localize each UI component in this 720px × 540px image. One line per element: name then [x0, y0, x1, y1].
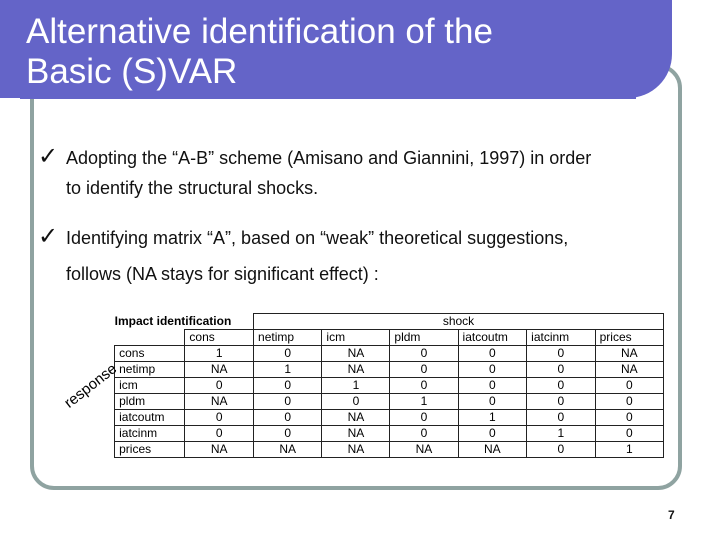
title-line-2: Basic (S)VAR — [26, 52, 238, 91]
column-header: icm — [321, 329, 391, 346]
title-underline — [20, 97, 636, 99]
table-cell: 0 — [594, 425, 665, 442]
row-label: iatcoutm — [114, 409, 186, 426]
column-header: pldm — [389, 329, 459, 346]
table-cell: 1 — [321, 377, 391, 394]
table-cell: 0 — [321, 393, 391, 410]
table-cell: 0 — [253, 425, 323, 442]
table-cell: NA — [594, 361, 665, 378]
table-cell: 0 — [184, 425, 255, 442]
table-cell: 1 — [184, 345, 255, 362]
checkmark-icon: ✓ — [38, 143, 59, 170]
table-cell: 0 — [253, 393, 323, 410]
row-label: iatcinm — [114, 425, 186, 442]
table-cell: 1 — [389, 393, 459, 410]
table-row: iatcinm 0 0 NA 0 0 1 0 — [52, 425, 665, 442]
table-cell: NA — [594, 345, 665, 362]
table-row: pldm NA 0 0 1 0 0 0 — [52, 393, 665, 410]
table-cell: 0 — [457, 345, 528, 362]
table-cell: 0 — [389, 425, 459, 442]
table-cell: 0 — [253, 345, 323, 362]
table-cell: NA — [321, 345, 391, 362]
table-cell: 0 — [457, 377, 528, 394]
title-banner — [0, 0, 672, 98]
table-cell: 0 — [526, 441, 596, 458]
table-cell: 0 — [389, 377, 459, 394]
corner-label: Impact identification — [114, 313, 232, 328]
table-cell: 1 — [457, 409, 528, 426]
table-cell: NA — [389, 441, 459, 458]
table-cell: 0 — [253, 377, 323, 394]
impact-table: Impact identification shock cons netimp … — [52, 313, 665, 458]
bullet-text-line: to identify the structural shocks. — [66, 178, 319, 198]
row-label: cons — [114, 345, 186, 362]
column-header: prices — [594, 329, 665, 346]
table-cell: 0 — [389, 345, 459, 362]
table-cell: 0 — [526, 409, 596, 426]
table-row: cons netimp icm pldm iatcoutm iatcinm pr… — [52, 329, 665, 346]
bullet-text-line: follows (NA stays for significant effect… — [66, 264, 379, 284]
table-cell: 1 — [253, 361, 323, 378]
table-cell: 0 — [457, 425, 528, 442]
table-cell: NA — [457, 441, 528, 458]
row-label: prices — [114, 441, 186, 458]
table-cell: NA — [253, 441, 323, 458]
bullet-text-line: Identifying matrix “A”, based on “weak” … — [66, 228, 569, 248]
shock-header: shock — [253, 313, 664, 330]
table-row: prices NA NA NA NA NA 0 1 — [52, 441, 665, 458]
column-header: iatcinm — [526, 329, 596, 346]
table-cell: 0 — [594, 377, 665, 394]
table-cell: 0 — [253, 409, 323, 426]
row-label: icm — [114, 377, 186, 394]
table-cell: NA — [184, 361, 255, 378]
table-cell: NA — [321, 441, 391, 458]
table-cell: 0 — [457, 361, 528, 378]
bullet-text-line: Adopting the “A-B” scheme (Amisano and G… — [66, 148, 592, 168]
table-cell: NA — [321, 361, 391, 378]
table-cell: 0 — [389, 409, 459, 426]
table-row: iatcoutm 0 0 NA 0 1 0 0 — [52, 409, 665, 426]
table-row: icm 0 0 1 0 0 0 0 — [52, 377, 665, 394]
table-cell: 0 — [184, 377, 255, 394]
table-row: Impact identification shock — [52, 313, 664, 330]
table-cell: NA — [184, 393, 255, 410]
checkmark-icon: ✓ — [38, 223, 59, 250]
table-cell: 0 — [526, 393, 596, 410]
column-header: iatcoutm — [457, 329, 528, 346]
table-cell: 0 — [457, 393, 528, 410]
table-cell: 1 — [526, 425, 596, 442]
column-header: netimp — [253, 329, 323, 346]
table-cell: 0 — [594, 393, 665, 410]
column-header: cons — [184, 329, 255, 346]
table-cell: NA — [184, 441, 255, 458]
slide-title: Alternative identification of the Basic … — [26, 12, 493, 92]
row-label: netimp — [114, 361, 186, 378]
table-cell: 1 — [594, 441, 665, 458]
impact-table-figure: response Impact identification shock con… — [52, 313, 665, 466]
title-line-1: Alternative identification of the — [26, 12, 493, 51]
table-cell: 0 — [389, 361, 459, 378]
table-row: cons 1 0 NA 0 0 0 NA — [52, 345, 665, 362]
table-cell: NA — [321, 425, 391, 442]
table-row: netimp NA 1 NA 0 0 0 NA — [52, 361, 665, 378]
table-cell: 0 — [526, 377, 596, 394]
table-cell: 0 — [526, 361, 596, 378]
table-cell: 0 — [184, 409, 255, 426]
table-cell: NA — [321, 409, 391, 426]
table-cell: 0 — [594, 409, 665, 426]
page-number: 7 — [668, 508, 675, 522]
row-label: pldm — [114, 393, 186, 410]
table-cell: 0 — [526, 345, 596, 362]
